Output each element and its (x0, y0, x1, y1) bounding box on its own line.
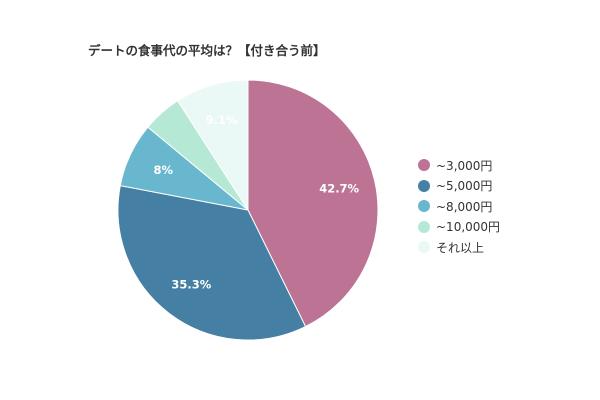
chart-legend: ~3,000円 ~5,000円 ~8,000円 ~10,000円 それ以上 (418, 155, 500, 258)
legend-item-4[interactable]: ~10,000円 (418, 217, 500, 238)
legend-label: ~5,000円 (436, 179, 493, 194)
pie-slice-5 (176, 79, 249, 212)
legend-item-5[interactable]: それ以上 (418, 237, 500, 258)
pie-slice-1 (247, 79, 379, 328)
legend-swatch (418, 200, 430, 213)
legend-item-1[interactable]: ~3,000円 (418, 155, 500, 176)
chart-title: デートの食事代の平均は？【付き合う前】 (88, 43, 326, 58)
pie-slice-2 (117, 185, 307, 341)
data-label-1: 42.7% (319, 182, 359, 196)
legend-swatch (418, 159, 430, 172)
data-label-3: 8% (154, 163, 174, 177)
data-label-2: 35.3% (171, 278, 211, 292)
legend-swatch (418, 241, 430, 254)
legend-label: それ以上 (436, 240, 485, 255)
legend-swatch (418, 179, 430, 192)
legend-item-3[interactable]: ~8,000円 (418, 196, 500, 217)
legend-swatch (418, 220, 430, 233)
legend-label: ~3,000円 (436, 158, 493, 173)
pie-slices (117, 79, 379, 341)
pie-data-labels: 42.7% 35.3% 8% 9.1% (154, 113, 360, 291)
data-label-5: 9.1% (206, 113, 238, 127)
legend-item-2[interactable]: ~5,000円 (418, 176, 500, 197)
legend-label: ~10,000円 (436, 220, 501, 235)
legend-label: ~8,000円 (436, 199, 493, 214)
